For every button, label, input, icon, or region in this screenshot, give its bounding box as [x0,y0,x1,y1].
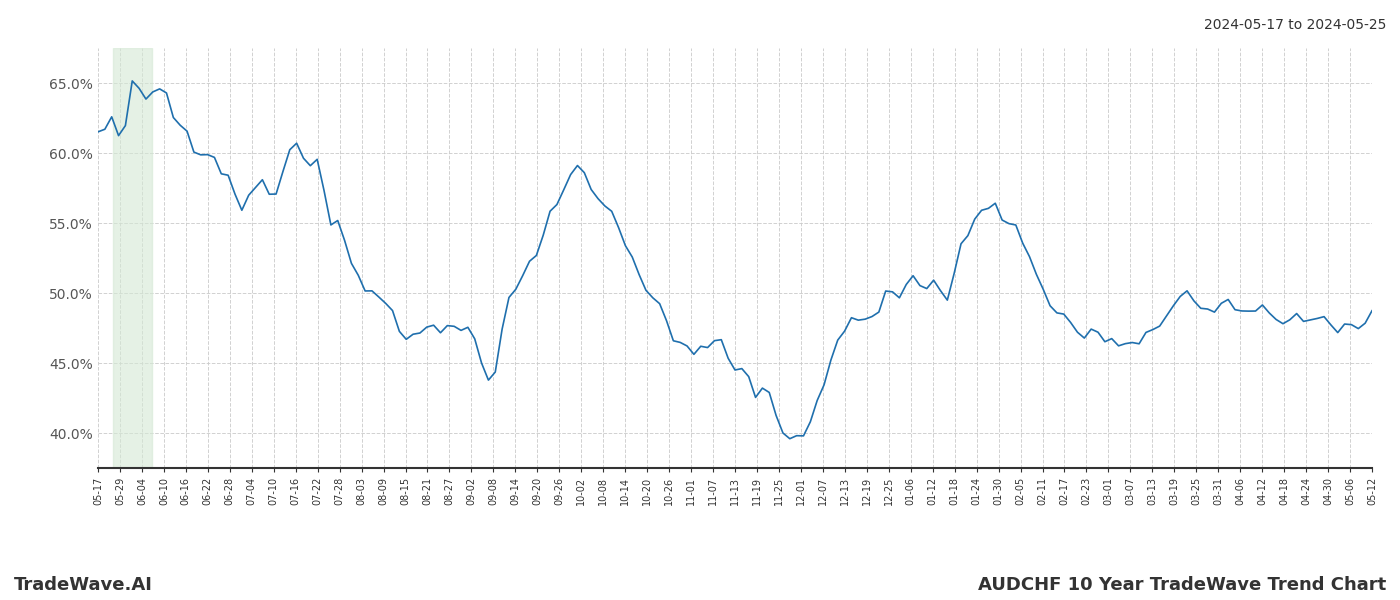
Text: AUDCHF 10 Year TradeWave Trend Chart: AUDCHF 10 Year TradeWave Trend Chart [977,576,1386,594]
Text: TradeWave.AI: TradeWave.AI [14,576,153,594]
Bar [113,48,151,468]
Text: 2024-05-17 to 2024-05-25: 2024-05-17 to 2024-05-25 [1204,18,1386,32]
